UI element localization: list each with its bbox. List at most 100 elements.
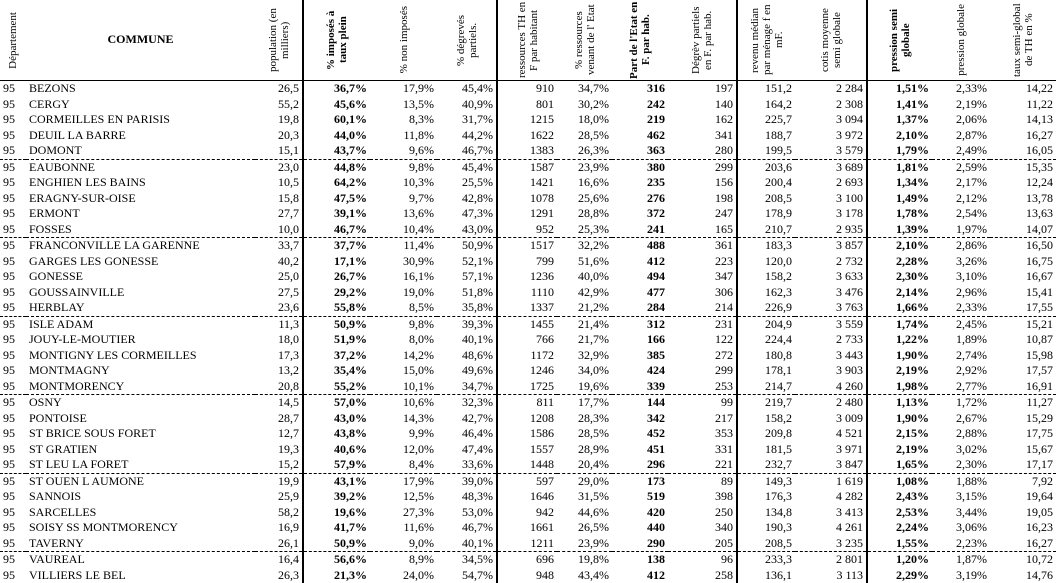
table-cell: 241 xyxy=(612,222,668,238)
table-cell: 4 521 xyxy=(795,426,867,442)
table-cell: 13,2 xyxy=(255,363,303,379)
table-cell: 299 xyxy=(668,159,737,175)
table-cell: 46,4% xyxy=(437,426,497,442)
table-cell: 16,1% xyxy=(370,269,437,285)
table-cell: 361 xyxy=(668,238,737,254)
table-cell: 32,2% xyxy=(557,238,612,254)
table-cell: 95 xyxy=(0,191,26,207)
table-cell: 39,0% xyxy=(437,473,497,489)
table-cell: 284 xyxy=(612,300,668,316)
table-cell: 8,0% xyxy=(370,332,437,348)
table-cell: 23,6 xyxy=(255,300,303,316)
commune-cell: BEZONS xyxy=(26,81,255,97)
table-cell: 158,2 xyxy=(737,411,795,427)
table-cell: 10,72 xyxy=(990,552,1056,568)
table-cell: 95 xyxy=(0,128,26,144)
table-cell: 39,1% xyxy=(303,206,370,222)
table-cell: 44,8% xyxy=(303,159,370,175)
table-cell: 412 xyxy=(612,254,668,270)
commune-cell: EAUBONNE xyxy=(26,159,255,175)
table-cell: 46,7% xyxy=(437,520,497,536)
table-cell: 1,66% xyxy=(867,300,932,316)
table-cell: 9,9% xyxy=(370,426,437,442)
table-cell: 3 579 xyxy=(795,143,867,159)
table-cell: 1,74% xyxy=(867,316,932,332)
table-cell: 45,6% xyxy=(303,97,370,113)
table-cell: 19,8% xyxy=(557,552,612,568)
table-cell: 214 xyxy=(668,300,737,316)
table-cell: 1,90% xyxy=(867,411,932,427)
table-cell: 25,9 xyxy=(255,489,303,505)
table-cell: 14,5 xyxy=(255,395,303,411)
column-header: population (en milliers) xyxy=(255,0,303,81)
table-cell: 224,4 xyxy=(737,332,795,348)
commune-cell: ST LEU LA FORET xyxy=(26,457,255,473)
table-cell: 95 xyxy=(0,285,26,301)
commune-cell: SARCELLES xyxy=(26,505,255,521)
table-cell: 2,28% xyxy=(867,254,932,270)
table-cell: 3 100 xyxy=(795,191,867,207)
table-cell: 41,7% xyxy=(303,520,370,536)
table-cell: 17,7% xyxy=(557,395,612,411)
commune-cell: HERBLAY xyxy=(26,300,255,316)
table-cell: 3 443 xyxy=(795,348,867,364)
table-cell: 34,7% xyxy=(437,379,497,395)
commune-cell: SOISY SS MONTMORENCY xyxy=(26,520,255,536)
commune-cell: VAUREAL xyxy=(26,552,255,568)
table-cell: 11,8% xyxy=(370,128,437,144)
table-cell: 166 xyxy=(612,332,668,348)
table-cell: 27,7 xyxy=(255,206,303,222)
table-cell: 60,1% xyxy=(303,112,370,128)
table-cell: 19,6% xyxy=(557,379,612,395)
table-cell: 247 xyxy=(668,206,737,222)
table-cell: 25,3% xyxy=(557,222,612,238)
table-cell: 2 733 xyxy=(795,332,867,348)
table-cell: 23,9% xyxy=(557,159,612,175)
table-cell: 36,7% xyxy=(303,81,370,97)
table-cell: 3 689 xyxy=(795,159,867,175)
table-cell: 46,7% xyxy=(303,222,370,238)
table-cell: 19,9 xyxy=(255,473,303,489)
table-cell: 952 xyxy=(497,222,557,238)
table-cell: 16,9 xyxy=(255,520,303,536)
table-cell: 16,27 xyxy=(990,128,1056,144)
table-cell: 3 113 xyxy=(795,568,867,583)
table-cell: 1215 xyxy=(497,112,557,128)
table-cell: 95 xyxy=(0,254,26,270)
table-cell: 9,8% xyxy=(370,159,437,175)
table-cell: 210,7 xyxy=(737,222,795,238)
table-cell: 43,4% xyxy=(557,568,612,583)
table-cell: 18,0 xyxy=(255,332,303,348)
table-cell: 95 xyxy=(0,363,26,379)
table-cell: 1110 xyxy=(497,285,557,301)
table-cell: 451 xyxy=(612,442,668,458)
table-cell: 3 413 xyxy=(795,505,867,521)
table-cell: 57,1% xyxy=(437,269,497,285)
table-cell: 1,79% xyxy=(867,143,932,159)
table-cell: 95 xyxy=(0,457,26,473)
table-cell: 2,54% xyxy=(932,206,990,222)
table-cell: 380 xyxy=(612,159,668,175)
table-cell: 306 xyxy=(668,285,737,301)
table-cell: 2,06% xyxy=(932,112,990,128)
table-cell: 95 xyxy=(0,473,26,489)
table-cell: 3,26% xyxy=(932,254,990,270)
table-cell: 10,1% xyxy=(370,379,437,395)
table-cell: 3 094 xyxy=(795,112,867,128)
table-cell: 452 xyxy=(612,426,668,442)
table-cell: 40,9% xyxy=(437,97,497,113)
table-cell: 95 xyxy=(0,175,26,191)
table-cell: 208,5 xyxy=(737,191,795,207)
table-cell: 95 xyxy=(0,112,26,128)
commune-cell: ENGHIEN LES BAINS xyxy=(26,175,255,191)
table-cell: 340 xyxy=(668,520,737,536)
table-cell: 2,86% xyxy=(932,238,990,254)
table-cell: 1246 xyxy=(497,363,557,379)
